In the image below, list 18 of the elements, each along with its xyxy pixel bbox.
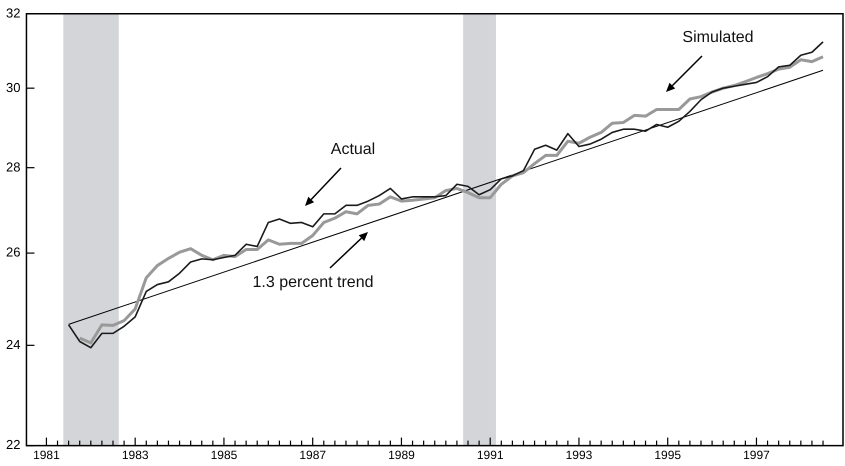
y-tick-label: 32 [6,5,20,20]
x-tick-label: 1997 [743,448,770,462]
x-tick-label: 1991 [476,448,504,462]
y-tick-label: 24 [6,336,20,352]
x-tick-label: 1995 [654,448,682,462]
y-tick-label: 26 [6,244,20,260]
x-tick-label: 1981 [33,448,60,462]
x-tick-label: 1987 [299,448,326,462]
text: Actual [330,141,376,159]
y-tick-label: 30 [6,80,20,95]
x-tick-label: 1985 [210,448,238,462]
x-tick-label: 1989 [388,448,416,462]
series-label: Simulated [682,29,754,47]
y-tick-label: 28 [6,159,20,174]
x-tick-label: 1993 [566,448,593,462]
legend-label: 1.3 percent trend [252,274,374,292]
y-tick-label: 22 [6,437,20,452]
x-tick-label: 1983 [122,448,149,462]
